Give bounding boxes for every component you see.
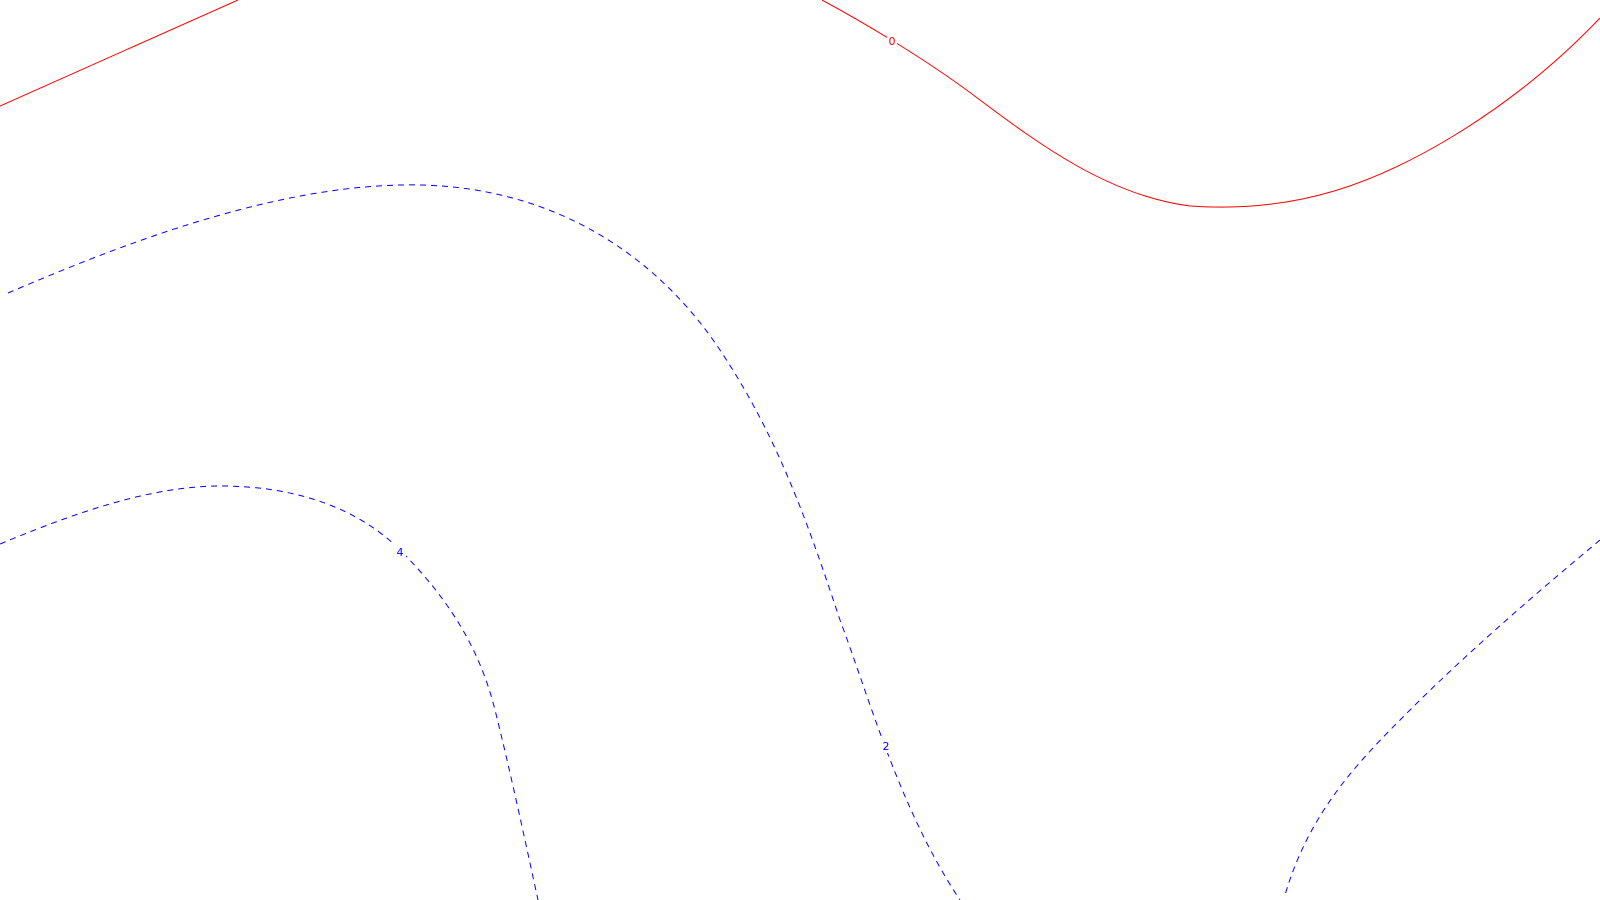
contour-label-bg-four: [394, 545, 406, 559]
contour-label-two: 2: [883, 740, 890, 753]
contour-line-lower-dashed: [0, 485, 539, 900]
contour-line-zero-west: [0, 0, 239, 107]
contour-label-zero: 0: [889, 35, 896, 48]
contour-label-bg-two: [880, 739, 892, 753]
contour-label-four: 4: [397, 546, 404, 559]
contour-line-upper-dashed: [7, 184, 961, 900]
contour-line-zero-east: [821, 0, 1600, 208]
contour-label-bg-zero: [887, 34, 897, 48]
contour-line-southeast-dashed: [1284, 539, 1600, 896]
